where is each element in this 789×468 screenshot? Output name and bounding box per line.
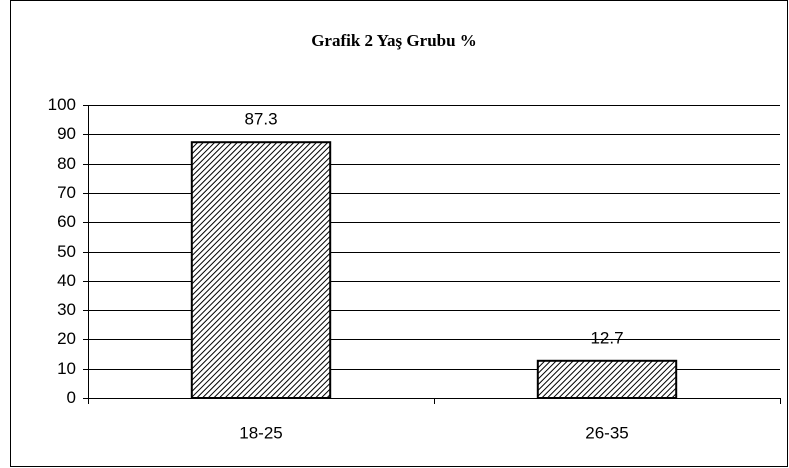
y-tick-label: 0 xyxy=(67,388,76,407)
y-tick-label: 10 xyxy=(57,359,76,378)
x-tick-label: 26-35 xyxy=(585,423,628,442)
chart-title: Grafik 2 Yaş Grubu % xyxy=(311,31,477,50)
bar xyxy=(536,359,678,399)
y-tick-label: 100 xyxy=(48,95,76,114)
y-tick-label: 80 xyxy=(57,154,76,173)
bar xyxy=(190,141,332,399)
y-tick-label: 40 xyxy=(57,271,76,290)
data-label: 87.3 xyxy=(244,110,277,129)
y-tick-label: 70 xyxy=(57,183,76,202)
y-tick-label: 20 xyxy=(57,329,76,348)
data-label: 12.7 xyxy=(590,328,623,347)
y-tick-label: 50 xyxy=(57,242,76,261)
chart-border xyxy=(10,0,788,467)
y-tick-label: 60 xyxy=(57,212,76,231)
y-tick-label: 30 xyxy=(57,300,76,319)
x-tick-label: 18-25 xyxy=(239,423,282,442)
y-tick-label: 90 xyxy=(57,124,76,143)
